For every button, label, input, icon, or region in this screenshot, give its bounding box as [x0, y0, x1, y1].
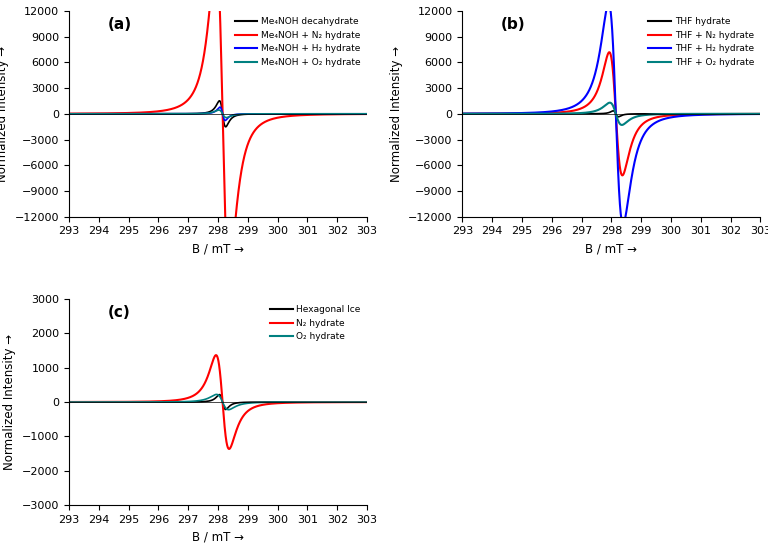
Text: (c): (c)	[108, 305, 131, 320]
Y-axis label: Normalized Intensity →: Normalized Intensity →	[389, 46, 402, 182]
Y-axis label: Normalized Intensity →: Normalized Intensity →	[0, 46, 9, 182]
Text: (b): (b)	[502, 17, 526, 32]
X-axis label: B / mT →: B / mT →	[192, 531, 244, 543]
X-axis label: B / mT →: B / mT →	[192, 242, 244, 255]
Legend: Hexagonal Ice, N₂ hydrate, O₂ hydrate: Hexagonal Ice, N₂ hydrate, O₂ hydrate	[266, 302, 364, 345]
Legend: Me₄NOH decahydrate, Me₄NOH + N₂ hydrate, Me₄NOH + H₂ hydrate, Me₄NOH + O₂ hydrat: Me₄NOH decahydrate, Me₄NOH + N₂ hydrate,…	[231, 14, 364, 71]
Text: (a): (a)	[108, 17, 132, 32]
X-axis label: B / mT →: B / mT →	[585, 242, 637, 255]
Legend: THF hydrate, THF + N₂ hydrate, THF + H₂ hydrate, THF + O₂ hydrate: THF hydrate, THF + N₂ hydrate, THF + H₂ …	[645, 14, 757, 71]
Y-axis label: Normalized Intensity →: Normalized Intensity →	[3, 334, 16, 470]
